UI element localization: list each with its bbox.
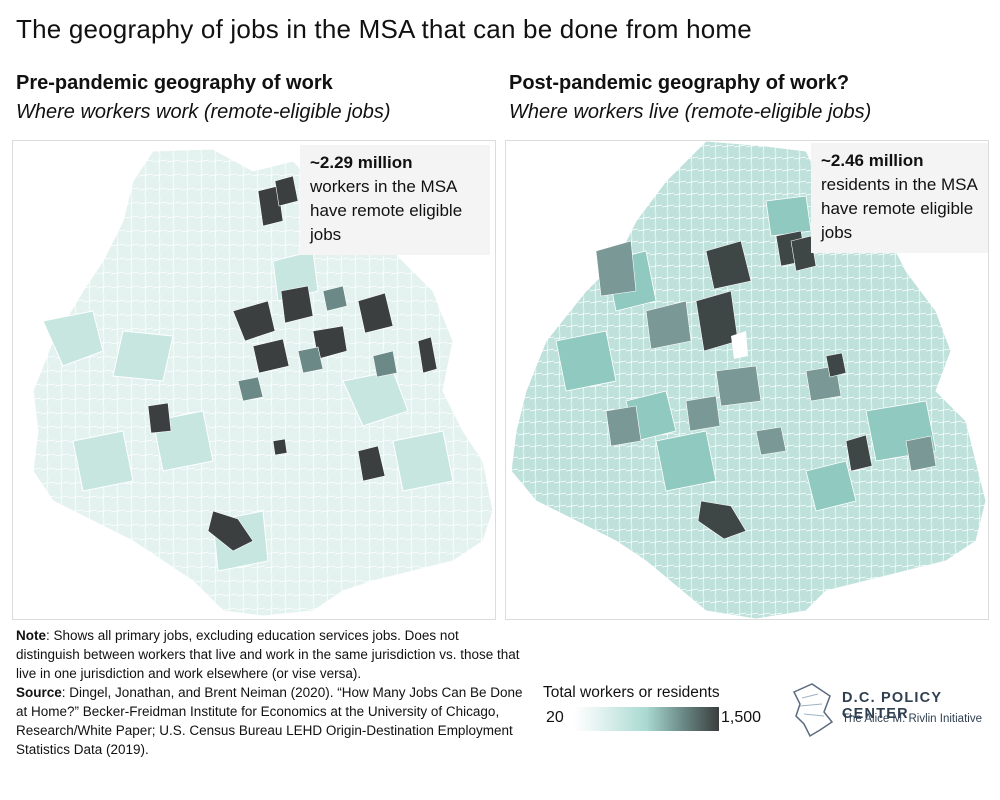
left-panel-title: Pre-pandemic geography of work bbox=[16, 72, 333, 94]
right-callout-text: residents in the MSA have remote eligibl… bbox=[821, 175, 977, 242]
right-callout-value: ~2.46 million bbox=[821, 151, 924, 170]
left-callout-text: workers in the MSA have remote eligible … bbox=[310, 177, 463, 244]
legend-gradient bbox=[574, 707, 719, 731]
left-dense-cluster bbox=[147, 175, 438, 552]
source-text: : Dingel, Jonathan, and Brent Neiman (20… bbox=[16, 685, 523, 757]
legend-title: Total workers or residents bbox=[543, 684, 720, 701]
left-callout: ~2.29 million workers in the MSA have re… bbox=[300, 145, 490, 255]
chart-title: The geography of jobs in the MSA that ca… bbox=[16, 14, 752, 44]
dc-policy-center-logo: D.C. POLICY CENTER The Alice M. Rivlin I… bbox=[790, 680, 990, 740]
right-callout: ~2.46 million residents in the MSA have … bbox=[811, 143, 988, 253]
left-map: ~2.29 million workers in the MSA have re… bbox=[12, 140, 496, 620]
logo-name: D.C. POLICY CENTER bbox=[842, 690, 942, 722]
right-map: ~2.46 million residents in the MSA have … bbox=[505, 140, 989, 620]
footnote: Note: Shows all primary jobs, excluding … bbox=[16, 626, 526, 759]
note-text: : Shows all primary jobs, excluding educ… bbox=[16, 628, 520, 681]
left-callout-value: ~2.29 million bbox=[310, 153, 413, 172]
note-label: Note bbox=[16, 628, 46, 643]
left-panel-subtitle: Where workers work (remote-eligible jobs… bbox=[16, 101, 391, 123]
legend-min: 20 bbox=[546, 709, 564, 726]
right-panel-subtitle: Where workers live (remote-eligible jobs… bbox=[509, 101, 872, 123]
legend-max: 1,500 bbox=[721, 709, 762, 726]
source-label: Source bbox=[16, 685, 62, 700]
right-dense-cluster bbox=[695, 230, 873, 540]
left-map-svg bbox=[32, 148, 494, 617]
right-panel-title: Post-pandemic geography of work? bbox=[509, 72, 850, 94]
right-map-hole bbox=[731, 331, 748, 359]
logo-tagline: The Alice M. Rivlin Initiative bbox=[842, 713, 982, 725]
dc-outline-icon bbox=[792, 683, 834, 738]
right-map-svg bbox=[510, 141, 987, 619]
